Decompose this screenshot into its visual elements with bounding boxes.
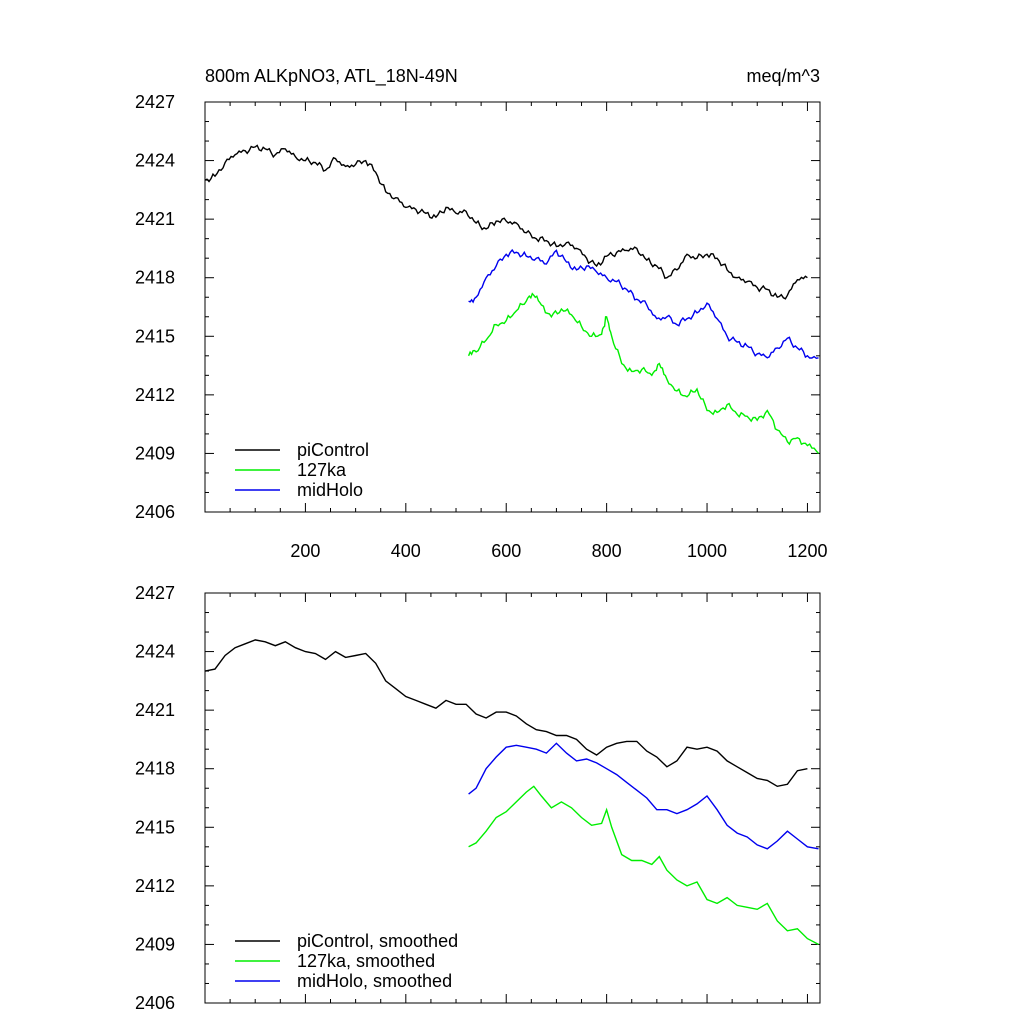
chart-panel-2: 2406 2409 2412 2415 2418 2421 2424 2427 piContro… — [135, 583, 821, 1013]
plot-frame — [204, 592, 821, 1004]
legend-label: midHolo — [297, 480, 363, 500]
chart-units: meq/m^3 — [747, 66, 820, 86]
y-tick-label: 2409 — [135, 443, 175, 463]
series-line-127ka-smoothed — [468, 785, 819, 946]
y-tick-label: 2415 — [135, 817, 175, 837]
y-tick-label: 2412 — [135, 876, 175, 896]
y-tick-label: 2412 — [135, 385, 175, 405]
y-tick-label: 2409 — [135, 934, 175, 954]
legend-label: 127ka, smoothed — [297, 951, 435, 971]
x-tick-label: 200 — [290, 541, 320, 561]
y-tick-label: 2418 — [135, 268, 175, 288]
y-tick-label: 2427 — [135, 583, 175, 603]
legend-label: midHolo, smoothed — [297, 971, 452, 991]
series-line-127ka — [467, 292, 820, 454]
x-tick-label: 1000 — [687, 541, 727, 561]
y-tick-label: 2415 — [135, 326, 175, 346]
series-line-midholo — [468, 248, 819, 360]
series-line-picontrol-smoothed — [204, 639, 808, 788]
y-tick-label: 2421 — [135, 209, 175, 229]
legend-label: 127ka — [297, 460, 347, 480]
y-tick-label: 2418 — [135, 759, 175, 779]
y-tick-label: 2427 — [135, 92, 175, 112]
x-tick-label: 1200 — [787, 541, 827, 561]
y-tick-label: 2406 — [135, 993, 175, 1013]
legend-label: piControl, smoothed — [297, 931, 458, 951]
plot-frame — [204, 101, 821, 513]
y-tick-label: 2424 — [135, 151, 175, 171]
y-tick-label: 2406 — [135, 502, 175, 522]
x-tick-label: 600 — [491, 541, 521, 561]
chart-panel-1: 800m ALKpNO3, ATL_18N-49N meq/m^3 2406 2409… — [135, 66, 828, 561]
legend-label: piControl — [297, 440, 369, 460]
x-tick-label: 800 — [592, 541, 622, 561]
y-tick-label: 2424 — [135, 642, 175, 662]
y-tick-label: 2421 — [135, 700, 175, 720]
series-line-midholo-smoothed — [468, 742, 819, 850]
series-line-picontrol — [204, 144, 808, 300]
x-tick-label: 400 — [391, 541, 421, 561]
chart-title: 800m ALKpNO3, ATL_18N-49N — [205, 66, 458, 87]
